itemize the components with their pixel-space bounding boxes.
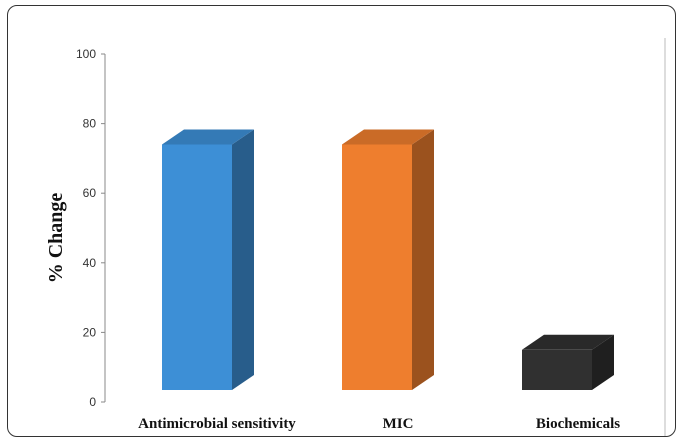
y-tick-label: 20 (83, 325, 97, 339)
bar (522, 334, 614, 390)
bar-top (342, 129, 434, 145)
bar-chart: 0 20 40 60 80 100 Antimicrobial sensitivity MI… (45, 38, 666, 436)
bar-front (342, 144, 412, 390)
y-tick-label: 0 (89, 395, 96, 409)
bar-side (232, 129, 254, 390)
bar-series (162, 129, 614, 390)
x-category-label: Biochemicals (536, 416, 620, 432)
y-axis-ticks: 0 20 40 60 80 100 (76, 47, 105, 409)
bar (342, 129, 434, 390)
bar-top (162, 129, 254, 145)
y-tick-label: 80 (83, 117, 97, 131)
bar-side (592, 334, 614, 390)
chart-frame: 0 20 40 60 80 100 Antimicrobial sensitivity MI… (7, 5, 676, 437)
y-tick-label: 40 (83, 256, 97, 270)
x-category-label: MIC (383, 416, 414, 432)
bar-front (522, 349, 592, 390)
bar-side (412, 129, 434, 390)
y-axis-label: % Change (45, 193, 67, 284)
bar-front (162, 144, 232, 390)
bar-top (522, 334, 614, 350)
y-tick-label: 60 (83, 186, 97, 200)
y-tick-label: 100 (76, 47, 96, 61)
bar (162, 129, 254, 390)
x-category-label: Antimicrobial sensitivity (138, 416, 296, 432)
x-axis-categories: Antimicrobial sensitivity MIC Biochemicals (138, 416, 620, 432)
